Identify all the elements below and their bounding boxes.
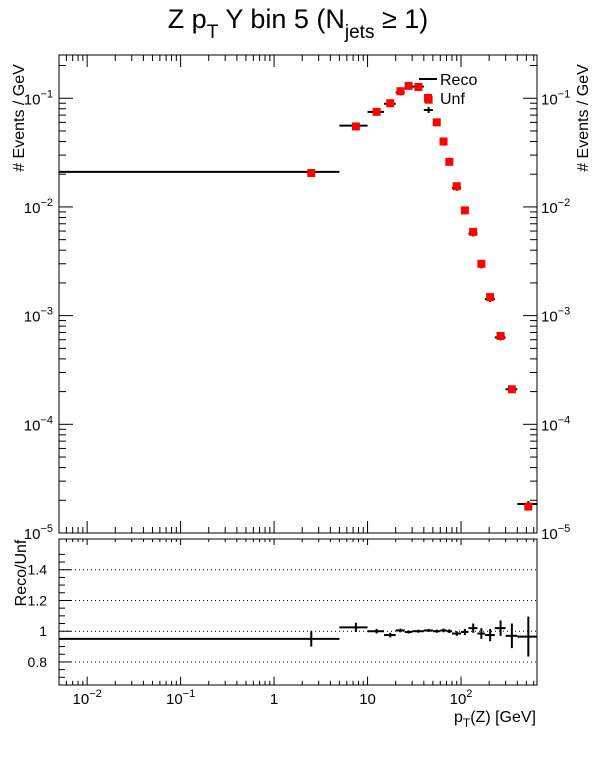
top-y-tick-label-exp: −3 (40, 306, 53, 318)
title-sub-t: T (207, 22, 219, 43)
top-y-tick-label-right-base: 10 (541, 526, 558, 543)
top-y-tick-label-right-exp: −4 (558, 414, 571, 426)
ratio-x-tick-label-exp: −2 (89, 688, 102, 700)
top-series-group (59, 81, 537, 511)
top-y-tick-label-base: 10 (24, 526, 41, 543)
unf-point (445, 157, 454, 166)
top-ylabel-left: # Events / GeV (11, 64, 28, 172)
unf-point (351, 122, 360, 131)
legend: Reco Unf (419, 72, 477, 108)
ratio-x-tick-label-base: 1 (270, 691, 278, 708)
unf-point (496, 331, 505, 340)
ratio-x-tick-label: 1 (270, 691, 278, 708)
unf-point (439, 137, 448, 146)
top-y-tick-label-base: 10 (24, 200, 41, 217)
unf-point (507, 385, 516, 394)
ratio-gridlines (59, 569, 537, 663)
top-y-tick-label-right: 10−1 (541, 88, 570, 108)
legend-unf-label: Unf (440, 91, 465, 108)
unf-point (460, 206, 469, 215)
ratio-x-tick-label-base: 10 (73, 691, 90, 708)
ratio-x-tick-label-base: 10 (359, 691, 376, 708)
top-y-tick-label-right: 10−2 (541, 197, 570, 217)
title-main: Z p (168, 4, 207, 34)
ratio-y-tick-label: 1.2 (28, 592, 48, 608)
ratio-x-tick-label: 102 (450, 688, 473, 708)
unf-point (486, 293, 495, 302)
ratio-x-tick-label-base: 10 (450, 691, 467, 708)
ratio-x-tick-label-exp: −1 (183, 688, 196, 700)
top-y-tick-label: 10−1 (24, 88, 53, 108)
ratio-plot-frame (58, 538, 538, 686)
xlabel-end: (Z) [GeV] (470, 709, 536, 726)
unf-point (469, 227, 478, 236)
top-y-tick-label-exp: −4 (40, 414, 53, 426)
ratio-y-tick-label: 1.4 (28, 562, 48, 578)
top-y-tick-label-right-exp: −1 (558, 88, 571, 100)
top-y-tick-label-right-base: 10 (541, 309, 558, 326)
unf-point (452, 182, 461, 191)
unf-point (524, 502, 533, 511)
top-y-tick-label: 10−2 (24, 197, 53, 217)
top-y-tick-label-exp: −2 (40, 197, 53, 209)
ratio-series-group (59, 616, 537, 657)
unf-point (307, 169, 316, 178)
ratio-x-tick-label-base: 10 (166, 691, 183, 708)
top-plot-frame (58, 54, 538, 534)
ratio-y-tick-label: 1 (39, 623, 47, 639)
top-y-tick-label: 10−3 (24, 306, 53, 326)
unf-point (432, 118, 441, 127)
unf-point (396, 87, 405, 96)
top-y-tick-label-right-base: 10 (541, 417, 558, 434)
ratio-x-tick-label: 10−1 (166, 688, 195, 708)
top-y-tick-label-base: 10 (24, 417, 41, 434)
top-y-tick-label-right: 10−5 (541, 523, 570, 543)
x-axis-label: pT(Z) [GeV] (454, 709, 536, 730)
unf-point (414, 82, 423, 91)
top-y-tick-label-exp: −1 (40, 88, 53, 100)
ratio-y-tick-label: 0.8 (28, 654, 48, 670)
top-y-tick-label-right-base: 10 (541, 91, 558, 108)
legend-reco-label: Reco (440, 72, 477, 89)
top-y-tick-label-right-exp: −5 (558, 523, 571, 535)
ratio-axis-ticks: 0.811.21.410−2 10−1 1 10 102 (28, 539, 535, 708)
top-y-tick-label-right-base: 10 (541, 200, 558, 217)
title-sub-jets: jets (344, 22, 375, 43)
xlabel-sub: T (463, 716, 471, 730)
top-y-tick-label-exp: −5 (40, 523, 53, 535)
top-y-tick-label: 10−4 (24, 414, 53, 434)
top-y-tick-label-base: 10 (24, 91, 41, 108)
top-y-tick-label-right-exp: −3 (558, 306, 571, 318)
ratio-ylabel: Reco/Unf (13, 539, 30, 606)
unf-point (386, 99, 395, 108)
ratio-x-tick-label-exp: 2 (466, 688, 472, 700)
unf-point (477, 259, 486, 268)
top-y-tick-label: 10−5 (24, 523, 53, 543)
ratio-x-tick-label: 10−2 (73, 688, 102, 708)
legend-unf-marker (424, 94, 432, 102)
top-y-tick-label-right: 10−4 (541, 414, 570, 434)
title-end: ≥ 1) (374, 4, 428, 34)
unf-point (372, 107, 381, 116)
chart-title: Z pT Y bin 5 (Njets ≥ 1) (168, 4, 429, 43)
top-y-tick-label-right: 10−3 (541, 306, 570, 326)
xlabel-main: p (454, 709, 463, 726)
unf-point (404, 81, 413, 90)
ratio-x-tick-label: 10 (359, 691, 376, 708)
title-mid: Y bin 5 (N (218, 4, 345, 34)
top-y-tick-label-right-exp: −2 (558, 197, 571, 209)
top-y-tick-label-base: 10 (24, 309, 41, 326)
top-ylabel-right: # Events / GeV (575, 64, 592, 172)
top-axis-ticks: 10−5 10−510−4 10−410−3 10−310−2 10−210−1 10−1 (24, 55, 570, 543)
